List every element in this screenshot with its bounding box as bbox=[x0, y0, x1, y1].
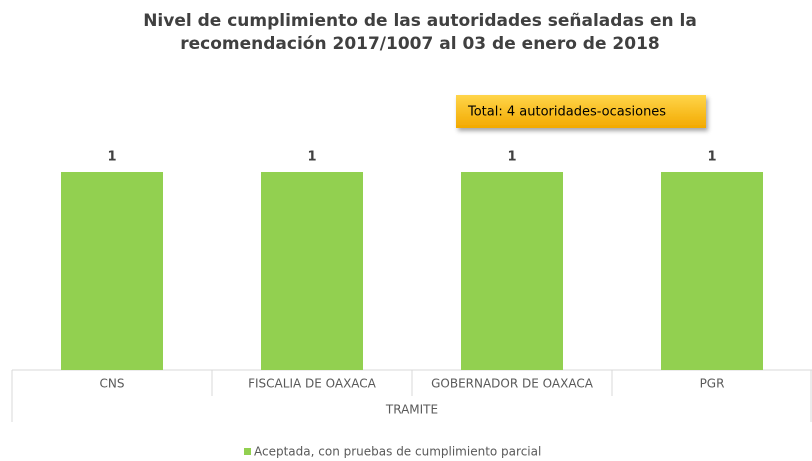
bar bbox=[261, 172, 363, 370]
bar bbox=[61, 172, 163, 370]
chart-title: Nivel de cumplimiento de las autoridades… bbox=[143, 11, 697, 31]
x-tick-label: CNS bbox=[100, 377, 125, 391]
chart-title: recomendación 2017/1007 al 03 de enero d… bbox=[180, 34, 660, 54]
data-label: 1 bbox=[307, 150, 316, 165]
x-tick-label: FISCALIA DE OAXACA bbox=[248, 377, 377, 391]
annotation-box bbox=[456, 95, 706, 128]
data-label: 1 bbox=[507, 150, 516, 165]
legend-swatch bbox=[244, 448, 251, 455]
bar bbox=[461, 172, 563, 370]
category-group-label: TRAMITE bbox=[385, 403, 438, 417]
data-label: 1 bbox=[707, 150, 716, 165]
x-tick-label: GOBERNADOR DE OAXACA bbox=[431, 377, 594, 391]
x-tick-label: PGR bbox=[700, 377, 725, 391]
bar bbox=[661, 172, 763, 370]
legend-label: Aceptada, con pruebas de cumplimiento pa… bbox=[254, 445, 541, 459]
annotation: Total: 4 autoridades-ocasiones bbox=[467, 105, 666, 120]
data-label: 1 bbox=[107, 150, 116, 165]
